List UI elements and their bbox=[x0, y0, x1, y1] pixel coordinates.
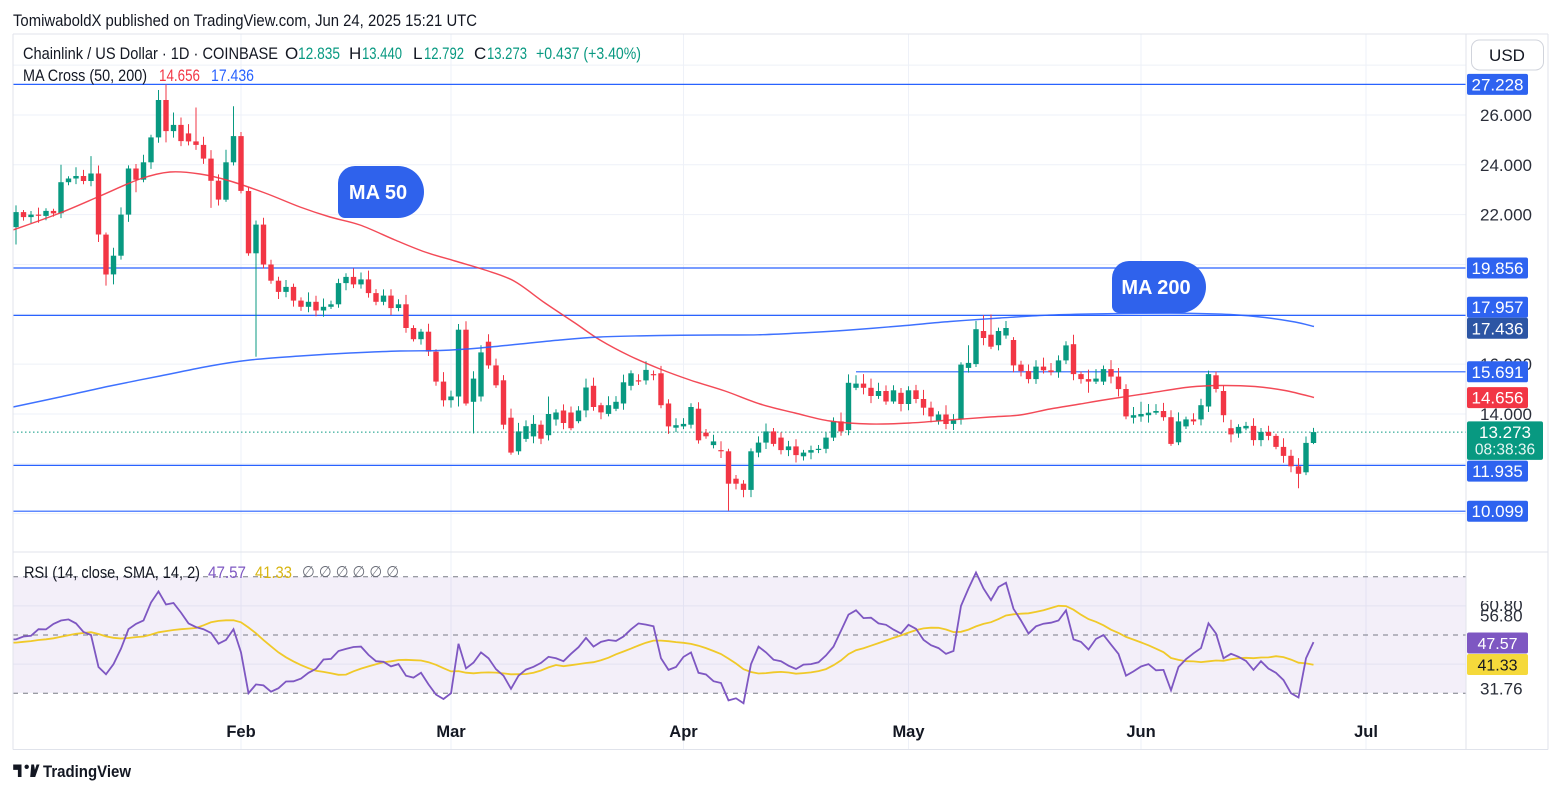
svg-text:27.228: 27.228 bbox=[1472, 75, 1524, 94]
svg-text:41.33: 41.33 bbox=[1477, 658, 1517, 675]
svg-text:TradingView: TradingView bbox=[43, 763, 131, 781]
svg-text:19.856: 19.856 bbox=[1472, 259, 1524, 278]
svg-text:47.57: 47.57 bbox=[1477, 636, 1517, 653]
svg-text:12.792: 12.792 bbox=[424, 44, 464, 63]
svg-text:O: O bbox=[285, 44, 298, 63]
svg-text:Apr: Apr bbox=[669, 723, 698, 741]
svg-text:Feb: Feb bbox=[226, 723, 255, 741]
svg-text:Chainlink / US Dollar · 1D · C: Chainlink / US Dollar · 1D · COINBASE bbox=[23, 44, 278, 63]
svg-text:22.000: 22.000 bbox=[1480, 206, 1532, 225]
svg-text:Jul: Jul bbox=[1354, 723, 1378, 741]
svg-text:12.835: 12.835 bbox=[298, 44, 340, 63]
svg-text:08:38:36: 08:38:36 bbox=[1475, 442, 1535, 459]
svg-text:MA 50: MA 50 bbox=[349, 182, 407, 204]
svg-text:11.935: 11.935 bbox=[1472, 462, 1523, 481]
svg-text:47.57: 47.57 bbox=[208, 563, 246, 582]
svg-text:MA Cross (50, 200): MA Cross (50, 200) bbox=[23, 66, 147, 85]
svg-text:56.80: 56.80 bbox=[1480, 607, 1523, 626]
svg-text:17.957: 17.957 bbox=[1472, 298, 1524, 317]
svg-text:May: May bbox=[892, 723, 925, 741]
svg-text:10.099: 10.099 bbox=[1472, 502, 1524, 521]
svg-text:L: L bbox=[413, 44, 422, 63]
svg-text:14.000: 14.000 bbox=[1480, 405, 1532, 424]
svg-text:13.273: 13.273 bbox=[487, 44, 527, 63]
svg-text:17.436: 17.436 bbox=[1472, 319, 1524, 338]
svg-text:H: H bbox=[349, 44, 361, 63]
svg-text:Jun: Jun bbox=[1126, 723, 1155, 741]
svg-text:MA 200: MA 200 bbox=[1121, 277, 1190, 299]
svg-text:17.436: 17.436 bbox=[211, 66, 254, 85]
svg-text:13.273: 13.273 bbox=[1479, 423, 1531, 442]
svg-text:∅ ∅ ∅ ∅ ∅ ∅: ∅ ∅ ∅ ∅ ∅ ∅ bbox=[302, 564, 399, 581]
svg-text:13.440: 13.440 bbox=[362, 44, 402, 63]
svg-text:15.691: 15.691 bbox=[1472, 363, 1524, 382]
svg-text:14.656: 14.656 bbox=[159, 66, 200, 85]
svg-text:24.000: 24.000 bbox=[1480, 156, 1532, 175]
svg-text:RSI (14, close, SMA, 14, 2): RSI (14, close, SMA, 14, 2) bbox=[24, 563, 200, 582]
svg-text:USD: USD bbox=[1489, 46, 1525, 65]
svg-text:Mar: Mar bbox=[436, 723, 466, 741]
svg-text:+0.437 (+3.40%): +0.437 (+3.40%) bbox=[536, 44, 641, 63]
svg-text:C: C bbox=[474, 44, 486, 63]
svg-text:41.33: 41.33 bbox=[255, 563, 292, 582]
svg-text:31.76: 31.76 bbox=[1480, 680, 1523, 699]
svg-text:60.80: 60.80 bbox=[1480, 596, 1523, 615]
svg-text:14.656: 14.656 bbox=[1472, 389, 1524, 408]
svg-text:26.000: 26.000 bbox=[1480, 106, 1532, 125]
svg-text:TomiwaboldX published on Tradi: TomiwaboldX published on TradingView.com… bbox=[13, 12, 477, 30]
